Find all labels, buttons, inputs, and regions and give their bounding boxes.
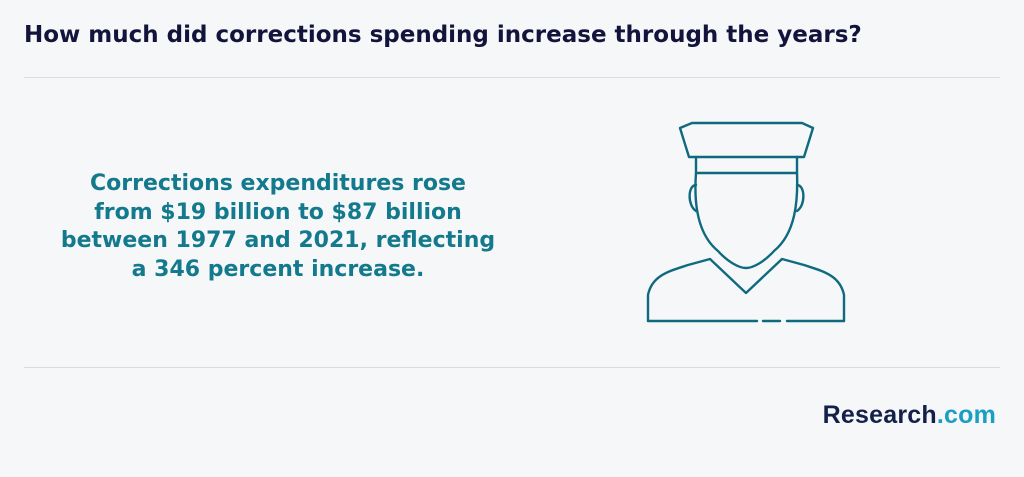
top-divider <box>24 77 1000 78</box>
brand-name: Research <box>822 401 937 429</box>
statistic-statement: Corrections expenditures rose from $19 b… <box>60 171 496 282</box>
page-title: How much did corrections spending increa… <box>24 22 862 48</box>
bottom-divider <box>24 367 1000 368</box>
brand-tld: .com <box>936 401 996 429</box>
corrections-officer-icon <box>646 121 846 323</box>
brand-logo: Research.com <box>823 401 996 430</box>
